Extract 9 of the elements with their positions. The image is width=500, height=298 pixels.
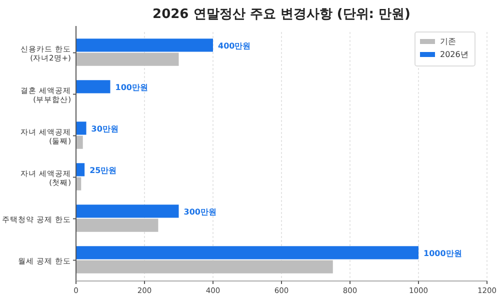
data-label: 400만원: [218, 42, 251, 51]
data-label: 25만원: [90, 166, 117, 176]
chart-title: 2026 연말정산 주요 변경사항 (단위: 만원): [152, 7, 410, 22]
legend-label: 기존: [440, 37, 456, 46]
legend-label: 2026년: [440, 50, 468, 59]
data-label: 30만원: [91, 124, 118, 134]
data-label: 100만원: [115, 83, 148, 92]
data-label: 300만원: [184, 208, 216, 217]
data-label: 1000만원: [424, 249, 462, 258]
